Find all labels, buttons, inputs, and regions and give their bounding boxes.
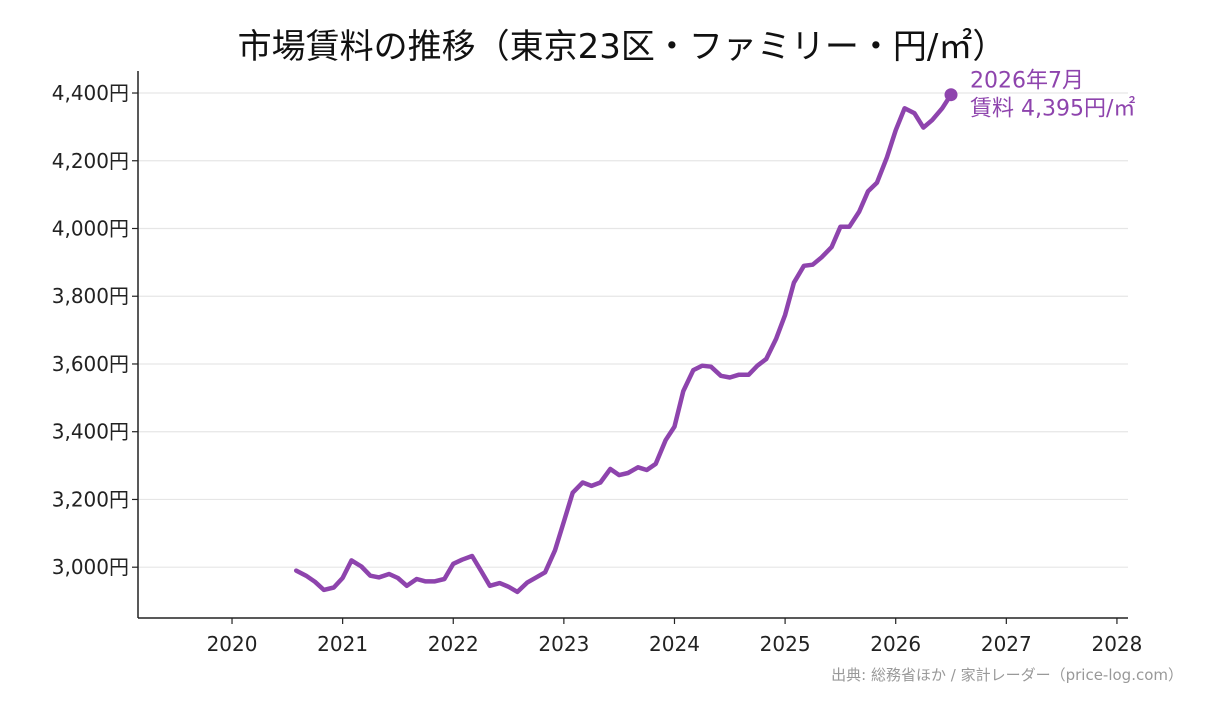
axes — [137, 71, 1128, 619]
annotation: 2026年7月 賃料 4,395円/㎡ — [944, 69, 1135, 122]
y-tick-label: 3,400円 — [52, 420, 129, 444]
x-tick-label: 2021 — [317, 632, 368, 656]
x-tick-label: 2022 — [428, 632, 479, 656]
annotation-value: 賃料 4,395円/㎡ — [970, 96, 1135, 122]
x-tick-label: 2025 — [760, 632, 811, 656]
y-tick-label: 4,200円 — [52, 149, 129, 173]
source-note: 出典: 総務省ほか / 家計レーダー（price-log.com） — [831, 666, 1183, 684]
x-tick-label: 2020 — [207, 632, 258, 656]
x-tick-label: 2026 — [870, 632, 921, 656]
x-tick-label: 2024 — [649, 632, 700, 656]
y-tick-label: 3,200円 — [52, 487, 129, 511]
y-axis-ticks: 3,000円 3,200円 3,400円 3,600円 3,800円 4,000円 4,20… — [52, 81, 138, 579]
x-tick-label: 2028 — [1091, 632, 1142, 656]
latest-point-marker — [944, 88, 958, 102]
x-axis-ticks: 2020 2021 2022 2023 2024 2025 2026 2027 2028 — [207, 618, 1142, 656]
x-tick-label: 2027 — [981, 632, 1032, 656]
y-tick-label: 4,000円 — [52, 216, 129, 240]
y-tick-label: 3,000円 — [52, 555, 129, 579]
x-tick-label: 2023 — [538, 632, 589, 656]
y-tick-label: 3,800円 — [52, 284, 129, 308]
rent-series-line — [293, 92, 954, 595]
y-tick-label: 3,600円 — [52, 352, 129, 376]
annotation-date: 2026年7月 — [970, 69, 1084, 94]
series-layer — [293, 92, 954, 595]
grid — [138, 92, 1128, 568]
y-tick-label: 4,400円 — [52, 81, 129, 105]
chart-title: 市場賃料の推移（東京23区・ファミリー・円/㎡） — [238, 27, 1007, 67]
